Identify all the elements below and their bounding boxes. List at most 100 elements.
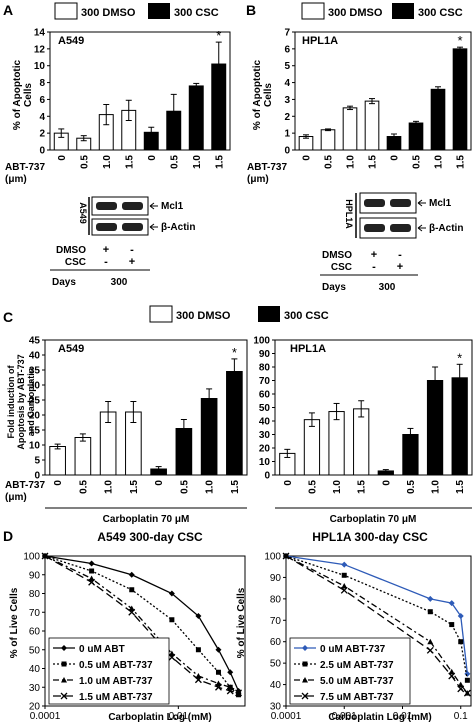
panel-d-right-title: HPL1A 300-day CSC	[312, 530, 428, 544]
x-tick-label: 1.5	[357, 480, 368, 494]
data-point	[236, 692, 242, 698]
data-point	[302, 661, 308, 667]
blot-a-band-actin-2	[122, 223, 143, 231]
x-tick-label: 0.5	[78, 480, 89, 494]
x-tick-label: 0	[302, 155, 313, 161]
y-tick-label: 0	[284, 146, 290, 157]
blot-b-frame-1	[359, 192, 417, 214]
blot-b-band-actin-2	[390, 224, 411, 232]
y-tick-label: 70	[29, 608, 41, 619]
y-tick-label: 10	[29, 441, 41, 452]
data-point	[195, 613, 202, 619]
panel-c-abt-unit: (μm)	[5, 492, 27, 503]
legend-csc-label: 300 CSC	[418, 7, 463, 19]
plot-frame	[49, 31, 231, 151]
data-point	[88, 575, 95, 581]
blot-b-cell-label: HPL1A	[344, 199, 354, 229]
x-tick-label: 0	[154, 480, 165, 486]
y-tick-label: 90	[29, 570, 41, 581]
data-point	[457, 613, 464, 619]
legend-dmso-swatch	[54, 2, 78, 20]
x-tick-label: 0	[53, 480, 64, 486]
data-point	[215, 683, 222, 691]
y-tick-label: 60	[259, 390, 271, 401]
panel-b-western-blot: HPL1A Mcl1 β-Actin DMSO + - CSC - + Days…	[320, 192, 463, 293]
legend-dmso-swatch	[301, 2, 325, 20]
data-point	[302, 677, 308, 683]
data-point	[235, 689, 242, 697]
y-tick-label: 30	[29, 683, 41, 694]
bar-csc	[430, 88, 446, 151]
y-tick-label: 80	[259, 363, 271, 374]
blot-a-arrow-1	[149, 202, 158, 210]
panel-a-abt-label: ABT-737	[5, 162, 45, 173]
data-point	[129, 587, 135, 593]
data-point	[215, 680, 222, 686]
y-tick-label: 35	[29, 366, 41, 377]
y-tick-label: 12	[34, 44, 46, 55]
panel-b-ylabel-2: Cells	[263, 83, 274, 107]
y-tick-label: 80	[29, 589, 41, 600]
y-tick-label: 6	[39, 95, 45, 106]
y-tick-label: 2	[39, 129, 45, 140]
y-tick-label: 3	[284, 95, 290, 106]
data-point	[448, 668, 455, 675]
legend-label-1: 0 uM ABT-737	[320, 644, 386, 655]
data-point	[168, 590, 175, 597]
legend-label-4: 1.5 uM ABT-737	[79, 692, 153, 703]
panel-a-chart: 0 2 4 6 8 10 12 14 0 0.5 1.0 1.5 0 0.5 1.0 * 1.5	[34, 28, 231, 169]
data-point	[128, 605, 135, 611]
data-point	[448, 600, 455, 607]
x-tick-label: 0.5	[169, 155, 180, 169]
data-point	[449, 622, 455, 628]
blot-a-days-value: 300	[111, 277, 128, 288]
y-tick-label: 30	[29, 381, 41, 392]
x-tick-label: 1.5	[368, 155, 379, 169]
y-tick-label: 70	[259, 376, 271, 387]
y-tick-label: 8	[39, 78, 45, 89]
y-tick-label: 0	[39, 146, 45, 157]
panel-a-letter: A	[3, 2, 13, 18]
x-tick-label: 0	[381, 480, 392, 486]
y-tick-label: 10	[259, 457, 271, 468]
data-point	[195, 647, 201, 653]
legend-csc-swatch	[392, 3, 414, 19]
panel-d-left-title: A549 300-day CSC	[97, 530, 203, 544]
y-tick-label: 0	[34, 471, 40, 482]
bar-csc	[452, 48, 468, 151]
panel-d-left-chart: 20 30 40 50 60 70 80 90 100 0.0001 0.01 0 uM ABT 0.5…	[23, 552, 246, 722]
blot-a-row-csc: CSC	[65, 257, 86, 268]
x-tick-label: 1.0	[102, 155, 113, 169]
y-tick-label: 20	[259, 444, 271, 455]
series-line-3	[285, 555, 468, 694]
data-point	[457, 685, 465, 693]
data-point	[88, 578, 96, 586]
panel-c-legend: 300 DMSO 300 CSC	[149, 305, 329, 323]
y-tick-label: 80	[270, 594, 282, 605]
blot-a-band-actin-1	[96, 223, 117, 231]
bar-dmso	[364, 100, 380, 151]
panel-c-left-chart: 0 5 10 15 20 25 30 35 40 45 0 0.5 1.0 1.5 0 0.5 1.0 * 1.5	[29, 336, 248, 494]
x-tick-label: 0.1	[454, 711, 468, 722]
blot-a-dmso-1: +	[103, 244, 109, 256]
panel-b-chart-title: HPL1A	[302, 35, 338, 47]
x-tick-label: 1.0	[332, 480, 343, 494]
blot-b-days-label: Days	[322, 282, 346, 293]
blot-b-dmso-1: +	[371, 249, 377, 261]
bar-dmso	[49, 446, 66, 476]
data-point	[168, 653, 176, 661]
blot-a-band-mcl1-2	[122, 202, 143, 210]
y-tick-label: 60	[29, 627, 41, 638]
blot-b-csc-2: +	[397, 261, 403, 273]
bar-csc	[451, 377, 468, 476]
panel-a-ylabel-2: Cells	[23, 83, 34, 107]
y-tick-label: 4	[284, 78, 290, 89]
y-tick-label: 15	[29, 426, 41, 437]
y-tick-label: 1	[284, 129, 290, 140]
panel-c-left-title: A549	[58, 343, 84, 355]
series-line-1	[44, 555, 240, 692]
x-tick-label: 1.5	[124, 155, 135, 169]
bar-dmso	[328, 411, 345, 476]
panel-a-chart-title: A549	[58, 35, 84, 47]
